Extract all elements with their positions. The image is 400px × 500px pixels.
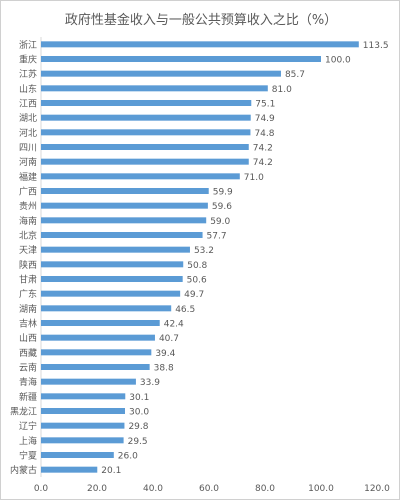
bar <box>41 466 98 473</box>
x-tick-label: 60.0 <box>199 484 219 494</box>
category-label: 新疆 <box>19 391 37 403</box>
bar <box>41 100 252 106</box>
category-label: 宁夏 <box>19 450 37 462</box>
category-label: 青海 <box>19 376 37 388</box>
category-label: 湖北 <box>19 113 37 124</box>
x-tick-label: 120.0 <box>364 484 390 494</box>
value-label: 74.2 <box>253 144 273 154</box>
value-label: 49.7 <box>184 290 204 300</box>
bar <box>41 217 207 224</box>
category-label: 河北 <box>19 127 37 139</box>
bar <box>41 144 249 150</box>
value-label: 59.9 <box>213 188 233 198</box>
bar <box>41 378 136 385</box>
value-label: 59.0 <box>210 217 230 227</box>
value-label: 59.6 <box>212 202 232 212</box>
value-label: 29.5 <box>128 437 148 447</box>
bar <box>41 246 190 253</box>
category-label: 云南 <box>19 362 37 374</box>
bar <box>41 437 124 444</box>
category-label: 甘肃 <box>19 274 37 286</box>
value-label: 74.2 <box>253 158 273 168</box>
value-label: 50.6 <box>187 276 207 286</box>
x-tick-label: 80.0 <box>255 484 275 494</box>
bar <box>41 188 209 194</box>
bar <box>41 349 152 356</box>
x-tick-label: 40.0 <box>143 484 163 494</box>
category-label: 福建 <box>19 171 37 183</box>
bar <box>41 320 160 326</box>
x-tick-label: 100.0 <box>308 484 334 494</box>
bar <box>41 393 126 400</box>
category-label: 贵州 <box>19 200 37 212</box>
bar <box>41 261 184 268</box>
bar <box>41 422 125 429</box>
value-label: 46.5 <box>175 305 195 315</box>
bar <box>41 305 172 312</box>
category-label: 海南 <box>19 215 37 227</box>
category-label: 广西 <box>19 186 37 198</box>
x-tick-label: 0.0 <box>34 484 49 494</box>
chart-title: 政府性基金收入与一般公共预算收入之比（%） <box>64 13 338 28</box>
value-label: 33.9 <box>140 378 160 388</box>
value-label: 40.7 <box>159 334 179 344</box>
bar <box>41 173 240 180</box>
category-label: 广东 <box>19 288 37 300</box>
value-label: 39.4 <box>155 349 175 359</box>
category-label: 重庆 <box>19 54 37 66</box>
value-label: 38.8 <box>154 364 174 374</box>
value-label: 30.1 <box>129 393 149 403</box>
value-label: 75.1 <box>255 100 275 110</box>
category-label: 北京 <box>19 230 37 242</box>
value-label: 74.9 <box>255 114 275 124</box>
bar <box>41 202 208 209</box>
bar <box>41 334 155 341</box>
value-label: 53.2 <box>194 246 214 256</box>
category-label: 湖南 <box>19 303 37 315</box>
category-label: 天津 <box>19 245 37 256</box>
value-label: 74.8 <box>254 129 274 139</box>
category-label: 辽宁 <box>19 420 37 432</box>
value-label: 26.0 <box>118 452 138 462</box>
bar <box>41 41 359 48</box>
value-label: 85.7 <box>285 70 305 80</box>
category-label: 山西 <box>19 333 37 344</box>
value-label: 57.7 <box>207 232 227 242</box>
bar <box>41 408 125 414</box>
value-label: 100.0 <box>325 56 351 66</box>
x-tick-label: 20.0 <box>87 484 107 494</box>
category-label: 上海 <box>19 435 37 447</box>
value-label: 113.5 <box>363 41 389 51</box>
category-label: 山东 <box>19 83 37 95</box>
category-label: 浙江 <box>19 39 37 51</box>
value-label: 50.8 <box>187 261 207 271</box>
category-label: 黑龙江 <box>10 406 37 418</box>
category-label: 陕西 <box>19 259 37 271</box>
bar <box>41 276 183 282</box>
bar <box>41 364 150 370</box>
value-label: 29.8 <box>128 422 148 432</box>
bar <box>41 56 321 62</box>
value-label: 20.1 <box>101 466 121 476</box>
bar <box>41 452 114 458</box>
category-label: 四川 <box>19 144 37 154</box>
bar <box>41 129 251 136</box>
value-label: 71.0 <box>244 173 264 183</box>
bar <box>41 70 281 77</box>
value-label: 42.4 <box>164 320 184 330</box>
category-label: 江西 <box>19 99 37 110</box>
bar <box>41 290 181 297</box>
bar <box>41 85 268 92</box>
value-label: 81.0 <box>272 85 292 95</box>
category-label: 江苏 <box>19 68 37 80</box>
bar <box>41 114 251 121</box>
category-label: 内蒙古 <box>10 464 37 476</box>
value-label: 30.0 <box>129 408 149 418</box>
bar <box>41 158 249 165</box>
bar <box>41 232 203 238</box>
category-label: 西藏 <box>19 347 37 359</box>
category-label: 河南 <box>19 156 37 168</box>
category-label: 吉林 <box>19 318 37 330</box>
